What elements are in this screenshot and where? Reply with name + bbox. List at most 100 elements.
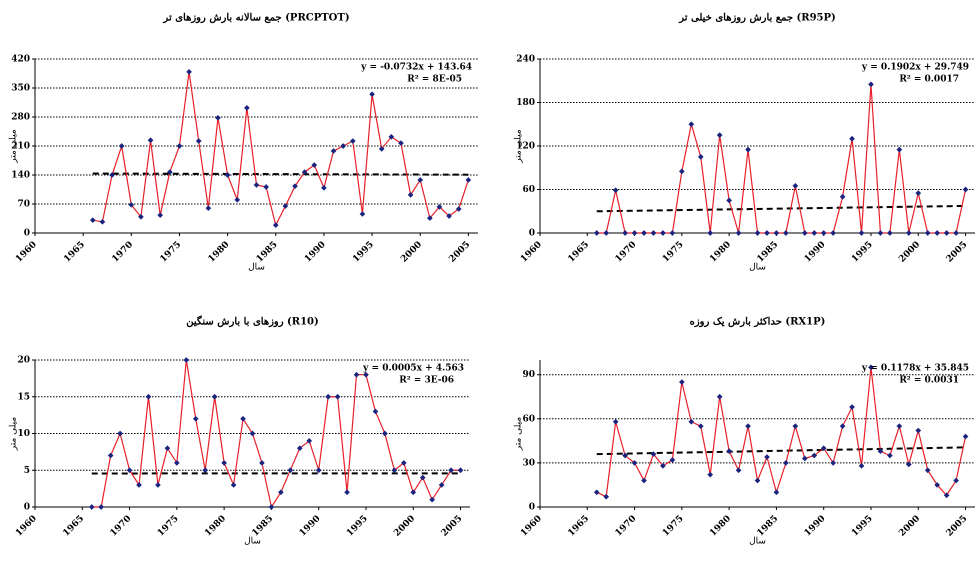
data-point	[603, 493, 610, 500]
data-point	[641, 477, 647, 484]
x-tick-label: 1995	[850, 514, 875, 539]
y-tick-label: 30	[522, 458, 535, 468]
data-point	[340, 143, 347, 149]
data-point	[205, 205, 212, 211]
data-point	[230, 482, 237, 488]
data-point	[811, 230, 818, 236]
data-point	[378, 146, 385, 152]
data-point	[455, 206, 462, 212]
data-point	[953, 230, 959, 236]
x-tick-label: 1995	[351, 240, 376, 265]
data-point	[398, 140, 404, 146]
y-tick-label: 5	[24, 466, 30, 476]
data-point	[726, 197, 732, 204]
data-point	[195, 138, 202, 144]
y-tick-label: 120	[516, 142, 535, 152]
data-point	[334, 393, 341, 400]
data-point	[349, 138, 356, 144]
y-tick-label: 180	[516, 98, 535, 108]
x-tick-label: 1965	[62, 240, 87, 265]
data-point	[296, 445, 303, 452]
data-point	[259, 460, 265, 466]
trend-equation: y = -0.0732x + 143.64	[360, 63, 472, 73]
data-point	[660, 463, 666, 469]
data-point	[176, 143, 183, 149]
data-point	[268, 504, 275, 510]
data-point	[764, 454, 770, 460]
data-point	[688, 121, 695, 128]
data-point	[962, 433, 969, 440]
data-point	[707, 471, 714, 478]
y-tick-label: 60	[522, 414, 535, 424]
data-point	[282, 203, 289, 209]
data-point	[429, 496, 436, 503]
y-axis-label: میلی متر	[9, 129, 19, 164]
data-point	[820, 230, 827, 236]
y-tick-label: 350	[11, 84, 30, 94]
data-point	[436, 204, 443, 210]
data-point	[109, 172, 115, 178]
data-point	[311, 162, 318, 168]
x-axis-label: سال	[749, 537, 766, 547]
x-tick-label: 1975	[661, 240, 686, 265]
trend-line	[596, 204, 966, 213]
data-point	[292, 183, 298, 190]
data-point	[427, 215, 433, 221]
x-tick-label: 1985	[251, 514, 276, 539]
data-point	[735, 230, 742, 236]
data-point	[641, 230, 647, 236]
data-point	[369, 91, 375, 98]
data-point	[419, 474, 426, 481]
data-point	[650, 451, 657, 457]
data-point	[669, 457, 676, 463]
data-point	[792, 423, 799, 429]
data-point	[253, 182, 260, 188]
data-point	[934, 230, 941, 236]
y-tick-label: 60	[522, 185, 535, 195]
data-point	[783, 230, 789, 236]
data-point	[792, 183, 799, 189]
data-point	[164, 445, 171, 452]
x-tick-label: 1985	[756, 240, 781, 265]
data-point	[679, 168, 685, 175]
y-axis-label: میلی متر	[514, 129, 524, 164]
y-tick-label: 15	[17, 392, 30, 402]
x-tick-label: 1985	[756, 514, 781, 539]
data-point	[849, 135, 855, 142]
data-point	[707, 230, 714, 236]
data-point	[107, 452, 114, 459]
data-point	[754, 230, 761, 236]
data-point	[697, 423, 704, 429]
data-point	[631, 230, 638, 236]
x-tick-label: 1990	[298, 514, 323, 539]
data-point	[924, 467, 931, 474]
data-point	[934, 482, 941, 488]
data-point	[457, 467, 464, 474]
data-point	[915, 190, 922, 196]
x-tick-label: 1960	[519, 514, 544, 539]
trend-r2: R² = 0.0017	[899, 75, 959, 85]
data-point	[801, 455, 808, 462]
x-tick-label: 1975	[661, 514, 686, 539]
data-point	[962, 186, 969, 193]
data-point	[244, 105, 250, 111]
data-point	[215, 115, 221, 121]
data-point	[272, 222, 279, 228]
data-point	[887, 452, 893, 459]
x-tick-label: 2005	[945, 514, 970, 539]
data-point	[669, 230, 676, 236]
data-point	[344, 489, 350, 496]
data-point	[330, 148, 337, 154]
data-point	[697, 154, 704, 160]
data-point	[801, 230, 808, 236]
data-point	[593, 230, 600, 236]
data-point	[145, 393, 152, 400]
data-point	[438, 482, 445, 488]
y-tick-label: 70	[17, 200, 30, 210]
data-point	[905, 230, 912, 236]
data-point	[849, 404, 855, 410]
data-point	[382, 430, 388, 437]
data-point	[465, 177, 472, 183]
data-point	[716, 132, 723, 138]
